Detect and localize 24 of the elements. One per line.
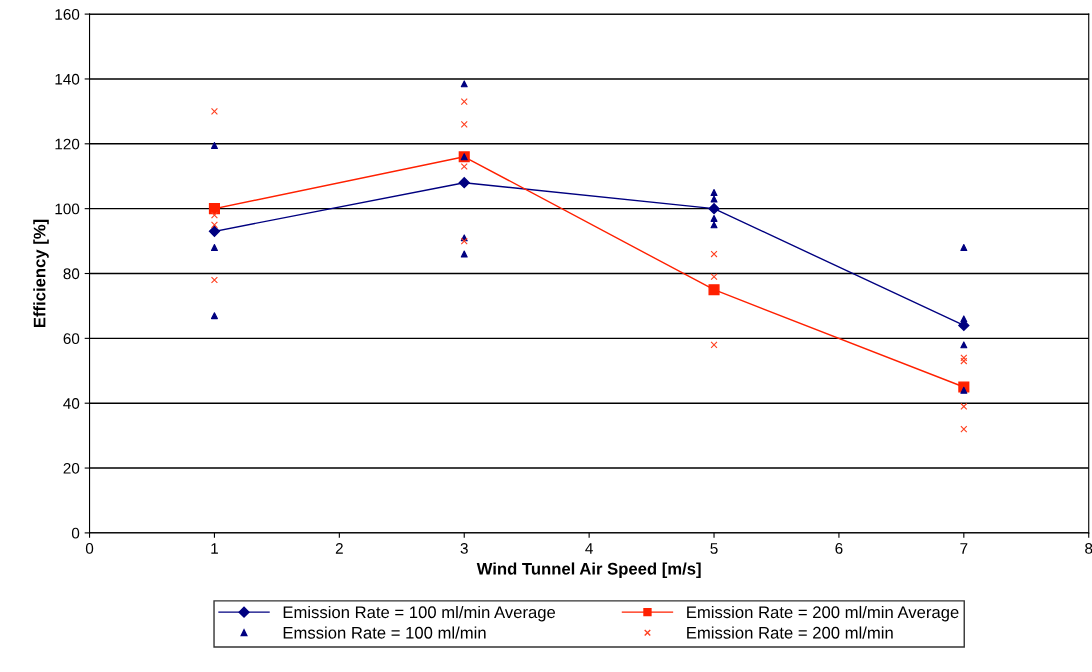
y-axis-title: Efficiency [%]: [33, 219, 49, 328]
x-tick-label: 2: [335, 543, 343, 554]
x-tick-label: 8: [1085, 543, 1092, 554]
y-tick-label: 160: [55, 8, 80, 20]
y-tick-label: 20: [63, 462, 80, 474]
x-axis-title: Wind Tunnel Air Speed [m/s]: [476, 562, 701, 578]
x-tick-label: 4: [585, 543, 593, 554]
legend-label: Emission Rate = 200 ml/min Average: [687, 605, 959, 622]
y-tick-label: 40: [63, 398, 80, 409]
legend-label: Emission Rate = 200 ml/min: [687, 626, 893, 639]
x-tick-label: 6: [835, 543, 843, 554]
x-tick-label: 1: [211, 543, 218, 554]
legend-label: Emission Rate = 100 ml/min Average: [283, 605, 556, 622]
y-tick-label: 120: [55, 138, 80, 150]
x-tick-label: 5: [710, 543, 718, 554]
legend-label: Emssion Rate = 100 ml/min: [283, 626, 486, 639]
x-tick-label: 0: [85, 543, 94, 554]
x-tick-label: 3: [460, 543, 468, 554]
y-tick-label: 100: [55, 203, 80, 215]
y-tick-label: 60: [63, 333, 80, 345]
y-tick-label: 140: [55, 73, 80, 85]
y-tick-label: 0: [71, 527, 80, 539]
x-tick-label: 7: [960, 543, 968, 554]
y-tick-label: 80: [63, 268, 80, 280]
